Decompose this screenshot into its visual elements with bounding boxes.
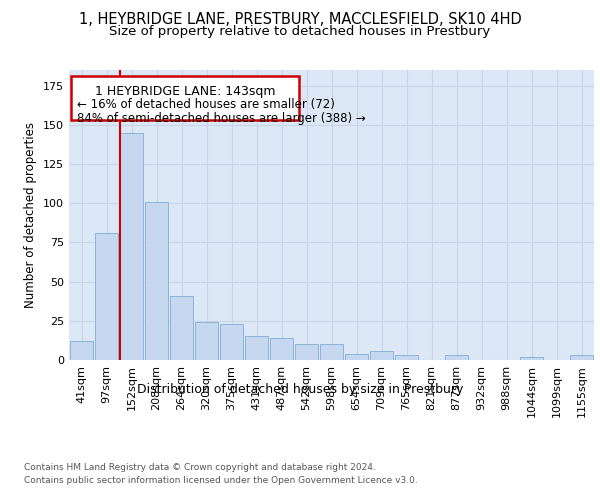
Bar: [170, 296, 193, 360]
Bar: [120, 132, 143, 360]
Bar: [395, 356, 418, 360]
Y-axis label: Number of detached properties: Number of detached properties: [25, 122, 37, 308]
Text: ← 16% of detached houses are smaller (72): ← 16% of detached houses are smaller (72…: [77, 98, 335, 111]
Bar: [245, 336, 268, 360]
Bar: [195, 322, 218, 360]
Bar: [70, 341, 93, 360]
Bar: [95, 233, 118, 360]
Text: Distribution of detached houses by size in Prestbury: Distribution of detached houses by size …: [137, 382, 463, 396]
Bar: [445, 356, 468, 360]
Text: 84% of semi-detached houses are larger (388) →: 84% of semi-detached houses are larger (…: [77, 112, 366, 126]
Bar: [520, 357, 543, 360]
Text: 1 HEYBRIDGE LANE: 143sqm: 1 HEYBRIDGE LANE: 143sqm: [95, 85, 275, 98]
Text: Contains HM Land Registry data © Crown copyright and database right 2024.: Contains HM Land Registry data © Crown c…: [24, 462, 376, 471]
Bar: [370, 350, 393, 360]
Bar: [270, 338, 293, 360]
Text: Contains public sector information licensed under the Open Government Licence v3: Contains public sector information licen…: [24, 476, 418, 485]
Bar: [345, 354, 368, 360]
Text: 1, HEYBRIDGE LANE, PRESTBURY, MACCLESFIELD, SK10 4HD: 1, HEYBRIDGE LANE, PRESTBURY, MACCLESFIE…: [79, 12, 521, 28]
Bar: [320, 344, 343, 360]
Bar: [220, 324, 243, 360]
Bar: [570, 356, 593, 360]
FancyBboxPatch shape: [71, 76, 299, 120]
Bar: [295, 344, 318, 360]
Text: Size of property relative to detached houses in Prestbury: Size of property relative to detached ho…: [109, 25, 491, 38]
Bar: [145, 202, 168, 360]
